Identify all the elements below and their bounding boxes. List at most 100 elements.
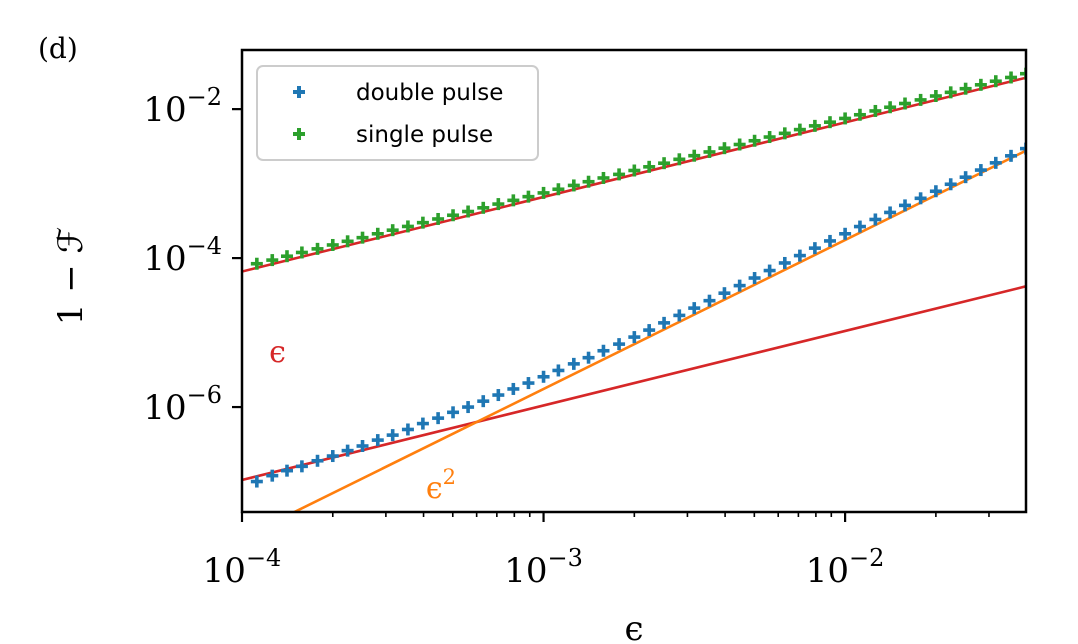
- data-point-single-pulse: [250, 257, 263, 270]
- data-point-double-pulse: [341, 444, 354, 457]
- data-point-single-pulse: [673, 153, 686, 166]
- data-point-single-pulse: [462, 205, 475, 218]
- fit-line-double-pulse-linear-fit: [242, 285, 1026, 482]
- data-point-double-pulse: [944, 178, 957, 191]
- data-point-double-pulse: [823, 234, 836, 247]
- data-point-double-pulse: [959, 171, 972, 184]
- data-point-double-pulse: [537, 370, 550, 383]
- data-point-double-pulse: [356, 440, 369, 453]
- data-point-double-pulse: [869, 213, 882, 226]
- data-point-single-pulse: [823, 116, 836, 129]
- data-point-single-pulse: [748, 134, 761, 147]
- data-point-double-pulse: [1005, 149, 1018, 162]
- data-point-single-pulse: [371, 227, 384, 240]
- data-point-double-pulse: [628, 331, 641, 344]
- data-point-double-pulse: [899, 199, 912, 212]
- data-point-double-pulse: [914, 192, 927, 205]
- data-point-single-pulse: [416, 216, 429, 229]
- data-point-single-pulse: [356, 231, 369, 244]
- data-point-double-pulse: [386, 429, 399, 442]
- data-point-double-pulse: [507, 382, 520, 395]
- legend-box: [256, 65, 539, 161]
- data-point-double-pulse: [763, 264, 776, 277]
- data-point-double-pulse: [371, 434, 384, 447]
- data-point-double-pulse: [718, 287, 731, 300]
- data-point-single-pulse: [386, 224, 399, 237]
- data-point-double-pulse: [793, 249, 806, 262]
- data-point-double-pulse: [613, 338, 626, 351]
- data-point-double-pulse: [703, 294, 716, 307]
- data-point-double-pulse: [462, 401, 475, 414]
- data-point-single-pulse: [808, 119, 821, 132]
- data-point-double-pulse: [884, 206, 897, 219]
- data-point-single-pulse: [643, 160, 656, 173]
- data-point-single-pulse: [507, 194, 520, 207]
- data-point-double-pulse: [643, 324, 656, 337]
- data-point-single-pulse: [959, 82, 972, 95]
- data-point-single-pulse: [522, 190, 535, 203]
- data-point-double-pulse: [839, 227, 852, 240]
- legend-marker-single-pulse: [293, 128, 305, 140]
- data-point-single-pulse: [1005, 71, 1018, 84]
- data-point-double-pulse: [311, 454, 324, 467]
- data-point-double-pulse: [853, 220, 866, 233]
- y-tick-label: 10−4: [143, 232, 222, 279]
- data-point-single-pulse: [401, 220, 414, 233]
- data-point-double-pulse: [597, 344, 610, 357]
- data-point-single-pulse: [295, 246, 308, 259]
- data-point-double-pulse: [929, 185, 942, 198]
- data-point-double-pulse: [295, 460, 308, 473]
- data-point-single-pulse: [597, 171, 610, 184]
- data-point-double-pulse: [808, 242, 821, 255]
- data-point-single-pulse: [477, 201, 490, 214]
- data-point-single-pulse: [884, 101, 897, 114]
- fit-line-double-pulse-quadratic-fit: [291, 149, 1026, 512]
- annotation-label: ϵ2: [426, 465, 456, 506]
- data-point-double-pulse: [477, 395, 490, 408]
- data-point-single-pulse: [311, 242, 324, 255]
- data-point-single-pulse: [326, 238, 339, 251]
- data-point-double-pulse: [492, 389, 505, 402]
- data-point-single-pulse: [944, 86, 957, 99]
- data-point-single-pulse: [492, 198, 505, 211]
- data-point-single-pulse: [613, 168, 626, 181]
- data-point-double-pulse: [658, 316, 671, 329]
- legend-label-double-pulse: double pulse: [356, 80, 503, 106]
- y-tick-label: 10−6: [143, 381, 222, 428]
- data-point-single-pulse: [793, 123, 806, 136]
- data-point-double-pulse: [266, 469, 279, 482]
- data-point-double-pulse: [688, 302, 701, 315]
- data-point-single-pulse: [914, 93, 927, 106]
- data-point-double-pulse: [733, 279, 746, 292]
- y-tick-label: 10−2: [143, 83, 222, 130]
- data-point-single-pulse: [718, 142, 731, 155]
- data-point-single-pulse: [929, 90, 942, 103]
- data-point-double-pulse: [582, 351, 595, 364]
- data-point-double-pulse: [778, 256, 791, 269]
- data-point-double-pulse: [250, 475, 263, 488]
- data-point-single-pulse: [266, 254, 279, 267]
- data-point-single-pulse: [628, 164, 641, 177]
- data-point-single-pulse: [733, 138, 746, 151]
- data-point-single-pulse: [658, 157, 671, 170]
- legend-label-single-pulse: single pulse: [356, 122, 493, 148]
- data-point-single-pulse: [1020, 67, 1026, 80]
- data-point-double-pulse: [673, 309, 686, 322]
- y-axis-label: 1 − ℱ: [51, 227, 91, 325]
- data-point-double-pulse: [989, 156, 1002, 169]
- annotation-label: ϵ: [269, 335, 286, 370]
- data-point-double-pulse: [326, 450, 339, 463]
- data-point-single-pulse: [537, 186, 550, 199]
- data-point-double-pulse: [280, 464, 293, 477]
- data-point-double-pulse: [974, 164, 987, 177]
- x-tick-label: 10−3: [504, 544, 583, 591]
- data-point-single-pulse: [582, 175, 595, 188]
- x-tick-label: 10−2: [806, 544, 885, 591]
- data-point-single-pulse: [853, 108, 866, 121]
- data-point-single-pulse: [869, 104, 882, 117]
- data-point-single-pulse: [567, 179, 580, 192]
- data-point-double-pulse: [401, 423, 414, 436]
- data-point-double-pulse: [552, 364, 565, 377]
- legend: double pulse single pulse: [256, 65, 539, 161]
